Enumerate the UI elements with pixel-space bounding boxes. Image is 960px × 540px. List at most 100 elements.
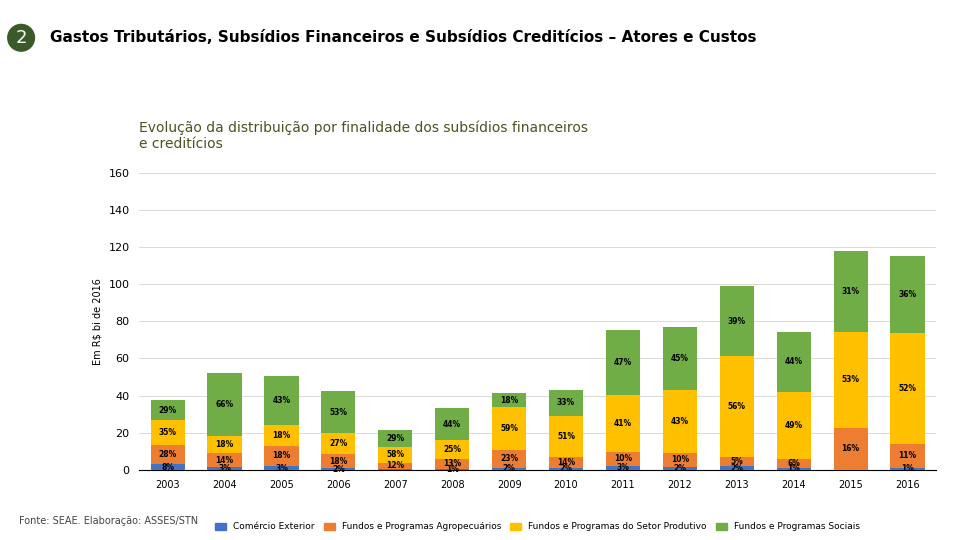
Text: 29%: 29%: [158, 406, 177, 415]
Text: 25%: 25%: [444, 445, 461, 454]
Text: Evolução da distribuição por finalidade dos subsídios financeiros
e creditícios: Evolução da distribuição por finalidade …: [139, 120, 588, 151]
Text: Gastos Tributários, Subsídios Financeiros e Subsídios Creditícios – Atores e Cus: Gastos Tributários, Subsídios Financeiro…: [50, 30, 756, 45]
Bar: [720, 457, 754, 466]
Text: 14%: 14%: [557, 458, 575, 467]
Text: 1%: 1%: [901, 464, 914, 473]
Text: 10%: 10%: [613, 454, 632, 463]
Bar: [151, 400, 184, 420]
Text: 2%: 2%: [332, 464, 345, 474]
Text: 58%: 58%: [386, 450, 404, 459]
Text: 18%: 18%: [273, 431, 291, 440]
Text: 23%: 23%: [500, 455, 518, 463]
Text: 29%: 29%: [386, 434, 404, 443]
Text: 49%: 49%: [784, 421, 803, 430]
Text: 33%: 33%: [557, 399, 575, 408]
Bar: [549, 390, 583, 416]
Text: 6%: 6%: [787, 459, 800, 468]
Text: 3%: 3%: [276, 463, 288, 472]
Bar: [777, 392, 811, 459]
Text: 14%: 14%: [215, 456, 233, 465]
Y-axis label: Em R$ bi de 2016: Em R$ bi de 2016: [93, 278, 103, 365]
Bar: [662, 390, 697, 453]
Text: 13%: 13%: [444, 459, 462, 468]
Bar: [435, 441, 469, 459]
Bar: [777, 459, 811, 468]
Bar: [322, 468, 355, 470]
Bar: [322, 454, 355, 468]
Bar: [151, 445, 184, 464]
Bar: [492, 450, 526, 468]
Text: 39%: 39%: [728, 317, 746, 326]
Text: 27%: 27%: [329, 439, 348, 448]
Bar: [606, 395, 640, 451]
Bar: [777, 332, 811, 392]
Text: 43%: 43%: [273, 396, 291, 404]
Bar: [378, 447, 413, 463]
Bar: [492, 407, 526, 450]
Bar: [151, 420, 184, 445]
Text: 53%: 53%: [842, 375, 859, 384]
Text: 18%: 18%: [273, 451, 291, 461]
Bar: [264, 466, 299, 470]
Text: 3%: 3%: [616, 463, 630, 472]
Text: 2%: 2%: [503, 464, 516, 474]
Bar: [720, 466, 754, 470]
Bar: [435, 408, 469, 441]
Bar: [833, 428, 868, 470]
Text: 51%: 51%: [557, 432, 575, 441]
Text: 44%: 44%: [784, 357, 803, 366]
Bar: [492, 393, 526, 407]
Text: 2%: 2%: [674, 464, 686, 473]
Bar: [492, 468, 526, 470]
Bar: [264, 425, 299, 446]
Legend: Comércio Exterior, Fundos e Programas Agropecuários, Fundos e Programas do Setor: Comércio Exterior, Fundos e Programas Ag…: [211, 519, 864, 535]
Text: 44%: 44%: [444, 420, 462, 429]
Bar: [606, 465, 640, 470]
Bar: [207, 467, 242, 470]
Text: 56%: 56%: [728, 402, 746, 411]
Text: 2%: 2%: [731, 463, 743, 472]
Text: 59%: 59%: [500, 424, 518, 433]
Text: 47%: 47%: [613, 357, 632, 367]
Bar: [378, 430, 413, 447]
Bar: [264, 446, 299, 466]
Text: 5%: 5%: [731, 457, 743, 466]
Bar: [662, 453, 697, 467]
Text: 1%: 1%: [445, 464, 459, 474]
Text: 66%: 66%: [215, 400, 233, 409]
Bar: [151, 464, 184, 470]
Bar: [435, 469, 469, 470]
Text: 41%: 41%: [613, 418, 632, 428]
Text: Fonte: SEAE. Elaboração: ASSES/STN: Fonte: SEAE. Elaboração: ASSES/STN: [19, 516, 199, 526]
Bar: [720, 356, 754, 457]
Bar: [720, 286, 754, 356]
Text: 2%: 2%: [560, 464, 572, 474]
Bar: [549, 457, 583, 468]
Text: 28%: 28%: [158, 450, 177, 459]
Bar: [891, 444, 924, 468]
Text: 31%: 31%: [842, 287, 860, 296]
Bar: [833, 251, 868, 332]
Text: 53%: 53%: [329, 408, 348, 417]
Text: 18%: 18%: [329, 457, 348, 466]
Text: 2: 2: [15, 29, 27, 47]
Text: 45%: 45%: [671, 354, 689, 363]
Bar: [378, 463, 413, 469]
Bar: [891, 333, 924, 444]
Text: 36%: 36%: [899, 289, 917, 299]
Bar: [606, 451, 640, 465]
Text: 18%: 18%: [500, 395, 518, 404]
Bar: [549, 468, 583, 470]
Text: 35%: 35%: [158, 428, 177, 437]
Text: 10%: 10%: [671, 455, 689, 464]
Bar: [891, 256, 924, 333]
Bar: [207, 454, 242, 467]
Text: 43%: 43%: [671, 417, 689, 426]
Bar: [207, 373, 242, 436]
Bar: [833, 332, 868, 428]
Bar: [378, 469, 413, 470]
Bar: [322, 433, 355, 454]
Text: 11%: 11%: [899, 451, 917, 461]
Bar: [777, 468, 811, 470]
Bar: [264, 375, 299, 425]
